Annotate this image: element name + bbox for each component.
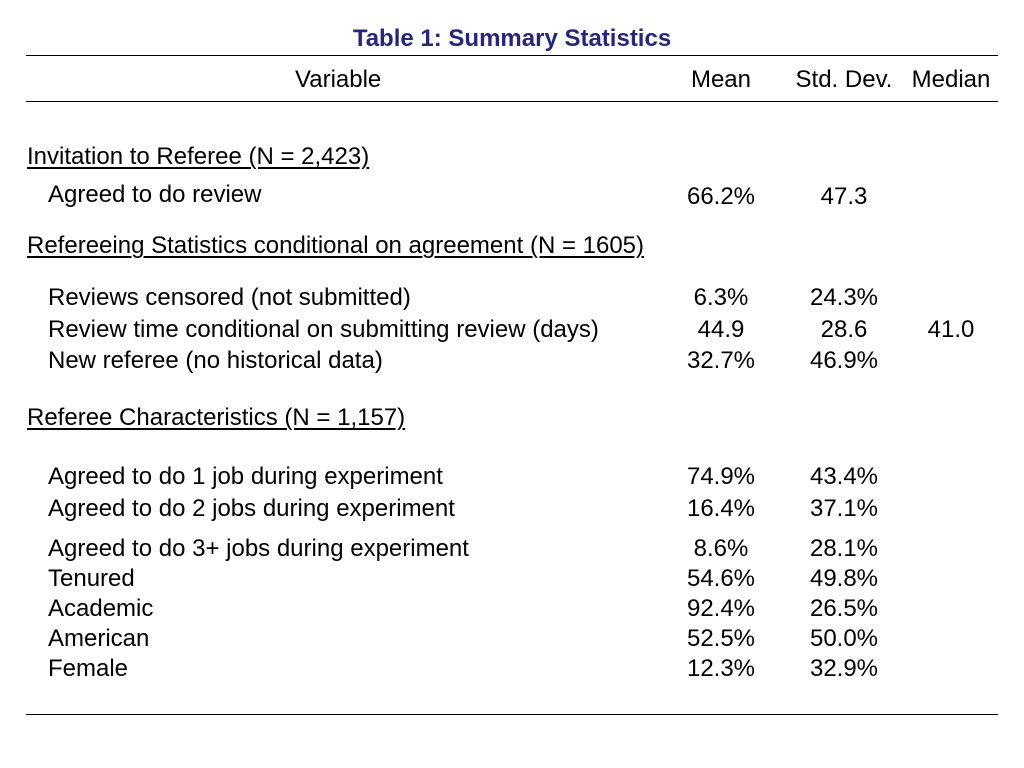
row-label-female: Female xyxy=(48,655,129,682)
row-mean-tenured: 54.6% xyxy=(686,565,756,592)
row-label-new-referee: New referee (no historical data) xyxy=(48,347,383,374)
row-sd-reviews-censored: 24.3% xyxy=(809,284,879,311)
row-sd-american: 50.0% xyxy=(809,625,879,652)
row-label-academic: Academic xyxy=(48,595,154,622)
row-sd-academic: 26.5% xyxy=(809,595,879,622)
row-mean-reviews-censored: 6.3% xyxy=(693,284,749,311)
row-label-one-job: Agreed to do 1 job during experiment xyxy=(48,463,443,490)
section-title-referee-characteristics: Referee Characteristics (N = 1,157) xyxy=(27,404,406,431)
row-mean-one-job: 74.9% xyxy=(686,463,756,490)
section-title-invitation: Invitation to Referee (N = 2,423) xyxy=(27,143,370,170)
row-mean-female: 12.3% xyxy=(686,655,756,682)
row-mean-new-referee: 32.7% xyxy=(686,347,756,374)
row-sd-one-job: 43.4% xyxy=(809,463,879,490)
row-median-review-time: 41.0 xyxy=(927,316,975,343)
row-sd-female: 32.9% xyxy=(809,655,879,682)
section-title-refereeing: Refereeing Statistics conditional on agr… xyxy=(27,232,645,259)
row-mean-review-time: 44.9 xyxy=(697,316,745,343)
row-mean-academic: 92.4% xyxy=(686,595,756,622)
header-std-dev: Std. Dev. xyxy=(795,66,893,93)
top-rule xyxy=(26,55,998,56)
row-sd-agreed-review: 47.3 xyxy=(820,183,868,210)
row-label-agreed-review: Agreed to do review xyxy=(48,181,262,208)
bottom-rule xyxy=(26,714,998,715)
row-sd-new-referee: 46.9% xyxy=(809,347,879,374)
row-mean-three-plus-jobs: 8.6% xyxy=(693,535,749,562)
header-mean: Mean xyxy=(690,66,752,93)
row-mean-agreed-review: 66.2% xyxy=(686,183,756,210)
row-label-three-plus-jobs: Agreed to do 3+ jobs during experiment xyxy=(48,535,469,562)
row-mean-two-jobs: 16.4% xyxy=(686,495,756,522)
row-sd-tenured: 49.8% xyxy=(809,565,879,592)
row-mean-american: 52.5% xyxy=(686,625,756,652)
header-variable: Variable xyxy=(295,66,382,93)
row-label-two-jobs: Agreed to do 2 jobs during experiment xyxy=(48,495,455,522)
row-sd-two-jobs: 37.1% xyxy=(809,495,879,522)
table-title: Table 1: Summary Statistics xyxy=(352,25,672,52)
header-rule xyxy=(26,101,998,102)
row-sd-three-plus-jobs: 28.1% xyxy=(809,535,879,562)
row-label-review-time: Review time conditional on submitting re… xyxy=(48,316,599,343)
row-label-american: American xyxy=(48,625,150,652)
row-label-tenured: Tenured xyxy=(48,565,135,592)
row-label-reviews-censored: Reviews censored (not submitted) xyxy=(48,284,411,311)
header-median: Median xyxy=(911,66,991,93)
row-sd-review-time: 28.6 xyxy=(820,316,868,343)
